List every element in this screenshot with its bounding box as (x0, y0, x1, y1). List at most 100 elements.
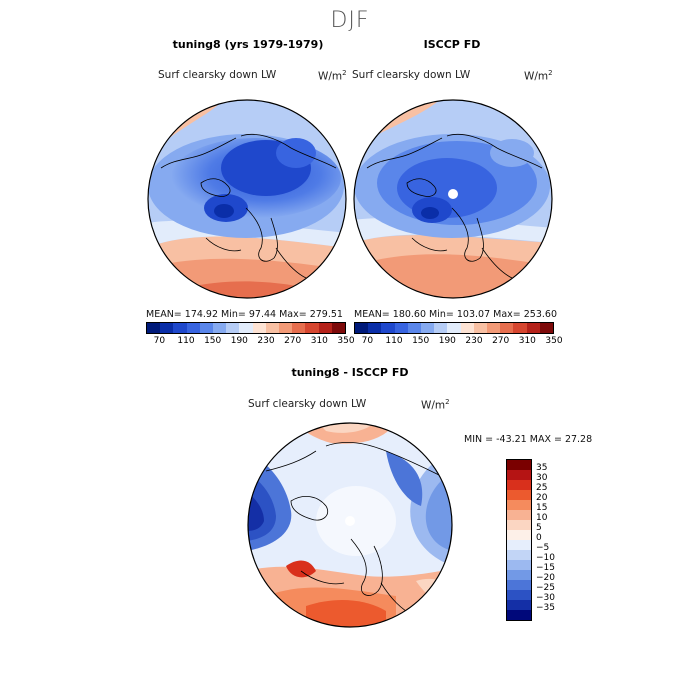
panel2-colorbar-ticks: 70 110 150 190 230 270 310 350 (354, 334, 563, 346)
colorbar-swatch (473, 323, 488, 333)
colorbar-level-label: 0 (536, 533, 542, 543)
colorbar-tick-label: 150 (412, 336, 430, 346)
panel2-variable: Surf clearsky down LW (352, 69, 471, 81)
colorbar-swatch (239, 323, 253, 333)
colorbar-swatch (368, 323, 382, 333)
colorbar-swatch (186, 323, 200, 333)
colorbar-swatch (213, 323, 227, 333)
colorbar-swatch (507, 540, 531, 550)
panel2-title: ISCCP FD (423, 38, 481, 51)
colorbar-level-label: 35 (536, 463, 548, 473)
colorbar-tick-label: 350 (337, 336, 355, 346)
colorbar-tick-label: 150 (204, 336, 222, 346)
colorbar-swatch (173, 323, 187, 333)
colorbar-swatch (487, 323, 501, 333)
panel3-stats: MIN = -43.21 MAX = 27.28 (464, 434, 593, 445)
panel3-unit: W/m2 (421, 398, 450, 412)
panel1-stats: MEAN= 174.92 Min= 97.44 Max= 279.51 (146, 309, 343, 320)
panel1-polar-map (147, 99, 347, 299)
colorbar-tick-label: 110 (385, 336, 403, 346)
colorbar-tick-label: 310 (518, 336, 536, 346)
colorbar-swatch (331, 323, 346, 333)
colorbar-swatch (226, 323, 240, 333)
colorbar-swatch (355, 323, 369, 333)
colorbar-swatch (265, 323, 280, 333)
panel2-colorbar: 70 110 150 190 230 270 310 350 (354, 322, 563, 346)
panel2-stats: MEAN= 180.60 Min= 103.07 Max= 253.60 (354, 309, 558, 320)
colorbar-swatch (513, 323, 527, 333)
colorbar-tick-label: 70 (361, 336, 374, 346)
colorbar-level-label: −10 (536, 553, 555, 563)
colorbar-level-label: 10 (536, 513, 548, 523)
colorbar-swatch (526, 323, 540, 333)
panel2-colorbar-swatches (354, 322, 554, 334)
colorbar-swatch (279, 323, 293, 333)
colorbar-swatch (407, 323, 422, 333)
colorbar-swatch (434, 323, 448, 333)
colorbar-level-label: −5 (536, 543, 550, 553)
colorbar-level-label: −25 (536, 583, 555, 593)
panel1-colorbar-ticks: 70 110 150 190 230 270 310 350 (146, 334, 355, 346)
colorbar-swatch (507, 480, 531, 490)
colorbar-swatch (460, 323, 474, 333)
colorbar-swatch (539, 323, 554, 333)
colorbar-swatch (507, 520, 531, 530)
colorbar-swatch (507, 530, 531, 540)
panel3-colorbar (506, 459, 532, 621)
colorbar-swatch (507, 490, 531, 500)
panel3-title: tuning8 - ISCCP FD (291, 366, 409, 379)
panel3-polar-map (247, 422, 453, 628)
colorbar-swatch (507, 470, 531, 480)
colorbar-swatch (305, 323, 319, 333)
colorbar-level-label: 30 (536, 473, 548, 483)
colorbar-tick-label: 70 (153, 336, 166, 346)
panel1-title: tuning8 (yrs 1979-1979) (172, 38, 324, 51)
colorbar-swatch (318, 323, 332, 333)
colorbar-swatch (292, 323, 306, 333)
panel1-colorbar: 70 110 150 190 230 270 310 350 (146, 322, 355, 346)
colorbar-swatch (381, 323, 395, 333)
colorbar-swatch (507, 550, 531, 560)
colorbar-level-label: 15 (536, 503, 548, 513)
colorbar-level-label: 20 (536, 493, 548, 503)
colorbar-swatch (507, 610, 531, 620)
panel2-polar-map (353, 99, 553, 299)
panel3-variable: Surf clearsky down LW (248, 398, 367, 410)
figure-title: DJF (330, 8, 370, 33)
colorbar-swatch (252, 323, 266, 333)
colorbar-tick-label: 190 (438, 336, 456, 346)
colorbar-tick-label: 110 (177, 336, 195, 346)
colorbar-level-label: −15 (536, 563, 555, 573)
panel1-colorbar-swatches (146, 322, 346, 334)
colorbar-swatch (421, 323, 435, 333)
colorbar-swatch (160, 323, 174, 333)
panel2-unit: W/m2 (524, 69, 553, 83)
colorbar-tick-label: 270 (284, 336, 302, 346)
colorbar-tick-label: 350 (545, 336, 563, 346)
colorbar-level-label: −35 (536, 603, 555, 613)
colorbar-swatch (507, 500, 531, 510)
colorbar-swatch (507, 510, 531, 520)
colorbar-swatch (507, 570, 531, 580)
panel1-unit: W/m2 (318, 69, 347, 83)
colorbar-level-label: 25 (536, 483, 548, 493)
colorbar-tick-label: 310 (310, 336, 328, 346)
colorbar-swatch (507, 600, 531, 610)
colorbar-swatch (507, 580, 531, 590)
colorbar-swatch (500, 323, 514, 333)
colorbar-swatch (507, 560, 531, 570)
colorbar-swatch (394, 323, 408, 333)
colorbar-tick-label: 230 (257, 336, 275, 346)
colorbar-level-label: −30 (536, 593, 555, 603)
colorbar-swatch (147, 323, 161, 333)
colorbar-swatch (447, 323, 461, 333)
panel1-variable: Surf clearsky down LW (158, 69, 277, 81)
colorbar-swatch (507, 460, 531, 470)
colorbar-swatch (199, 323, 214, 333)
colorbar-level-label: 5 (536, 523, 542, 533)
colorbar-level-label: −20 (536, 573, 555, 583)
colorbar-tick-label: 190 (230, 336, 248, 346)
colorbar-tick-label: 230 (465, 336, 483, 346)
colorbar-swatch (507, 590, 531, 600)
colorbar-tick-label: 270 (492, 336, 510, 346)
